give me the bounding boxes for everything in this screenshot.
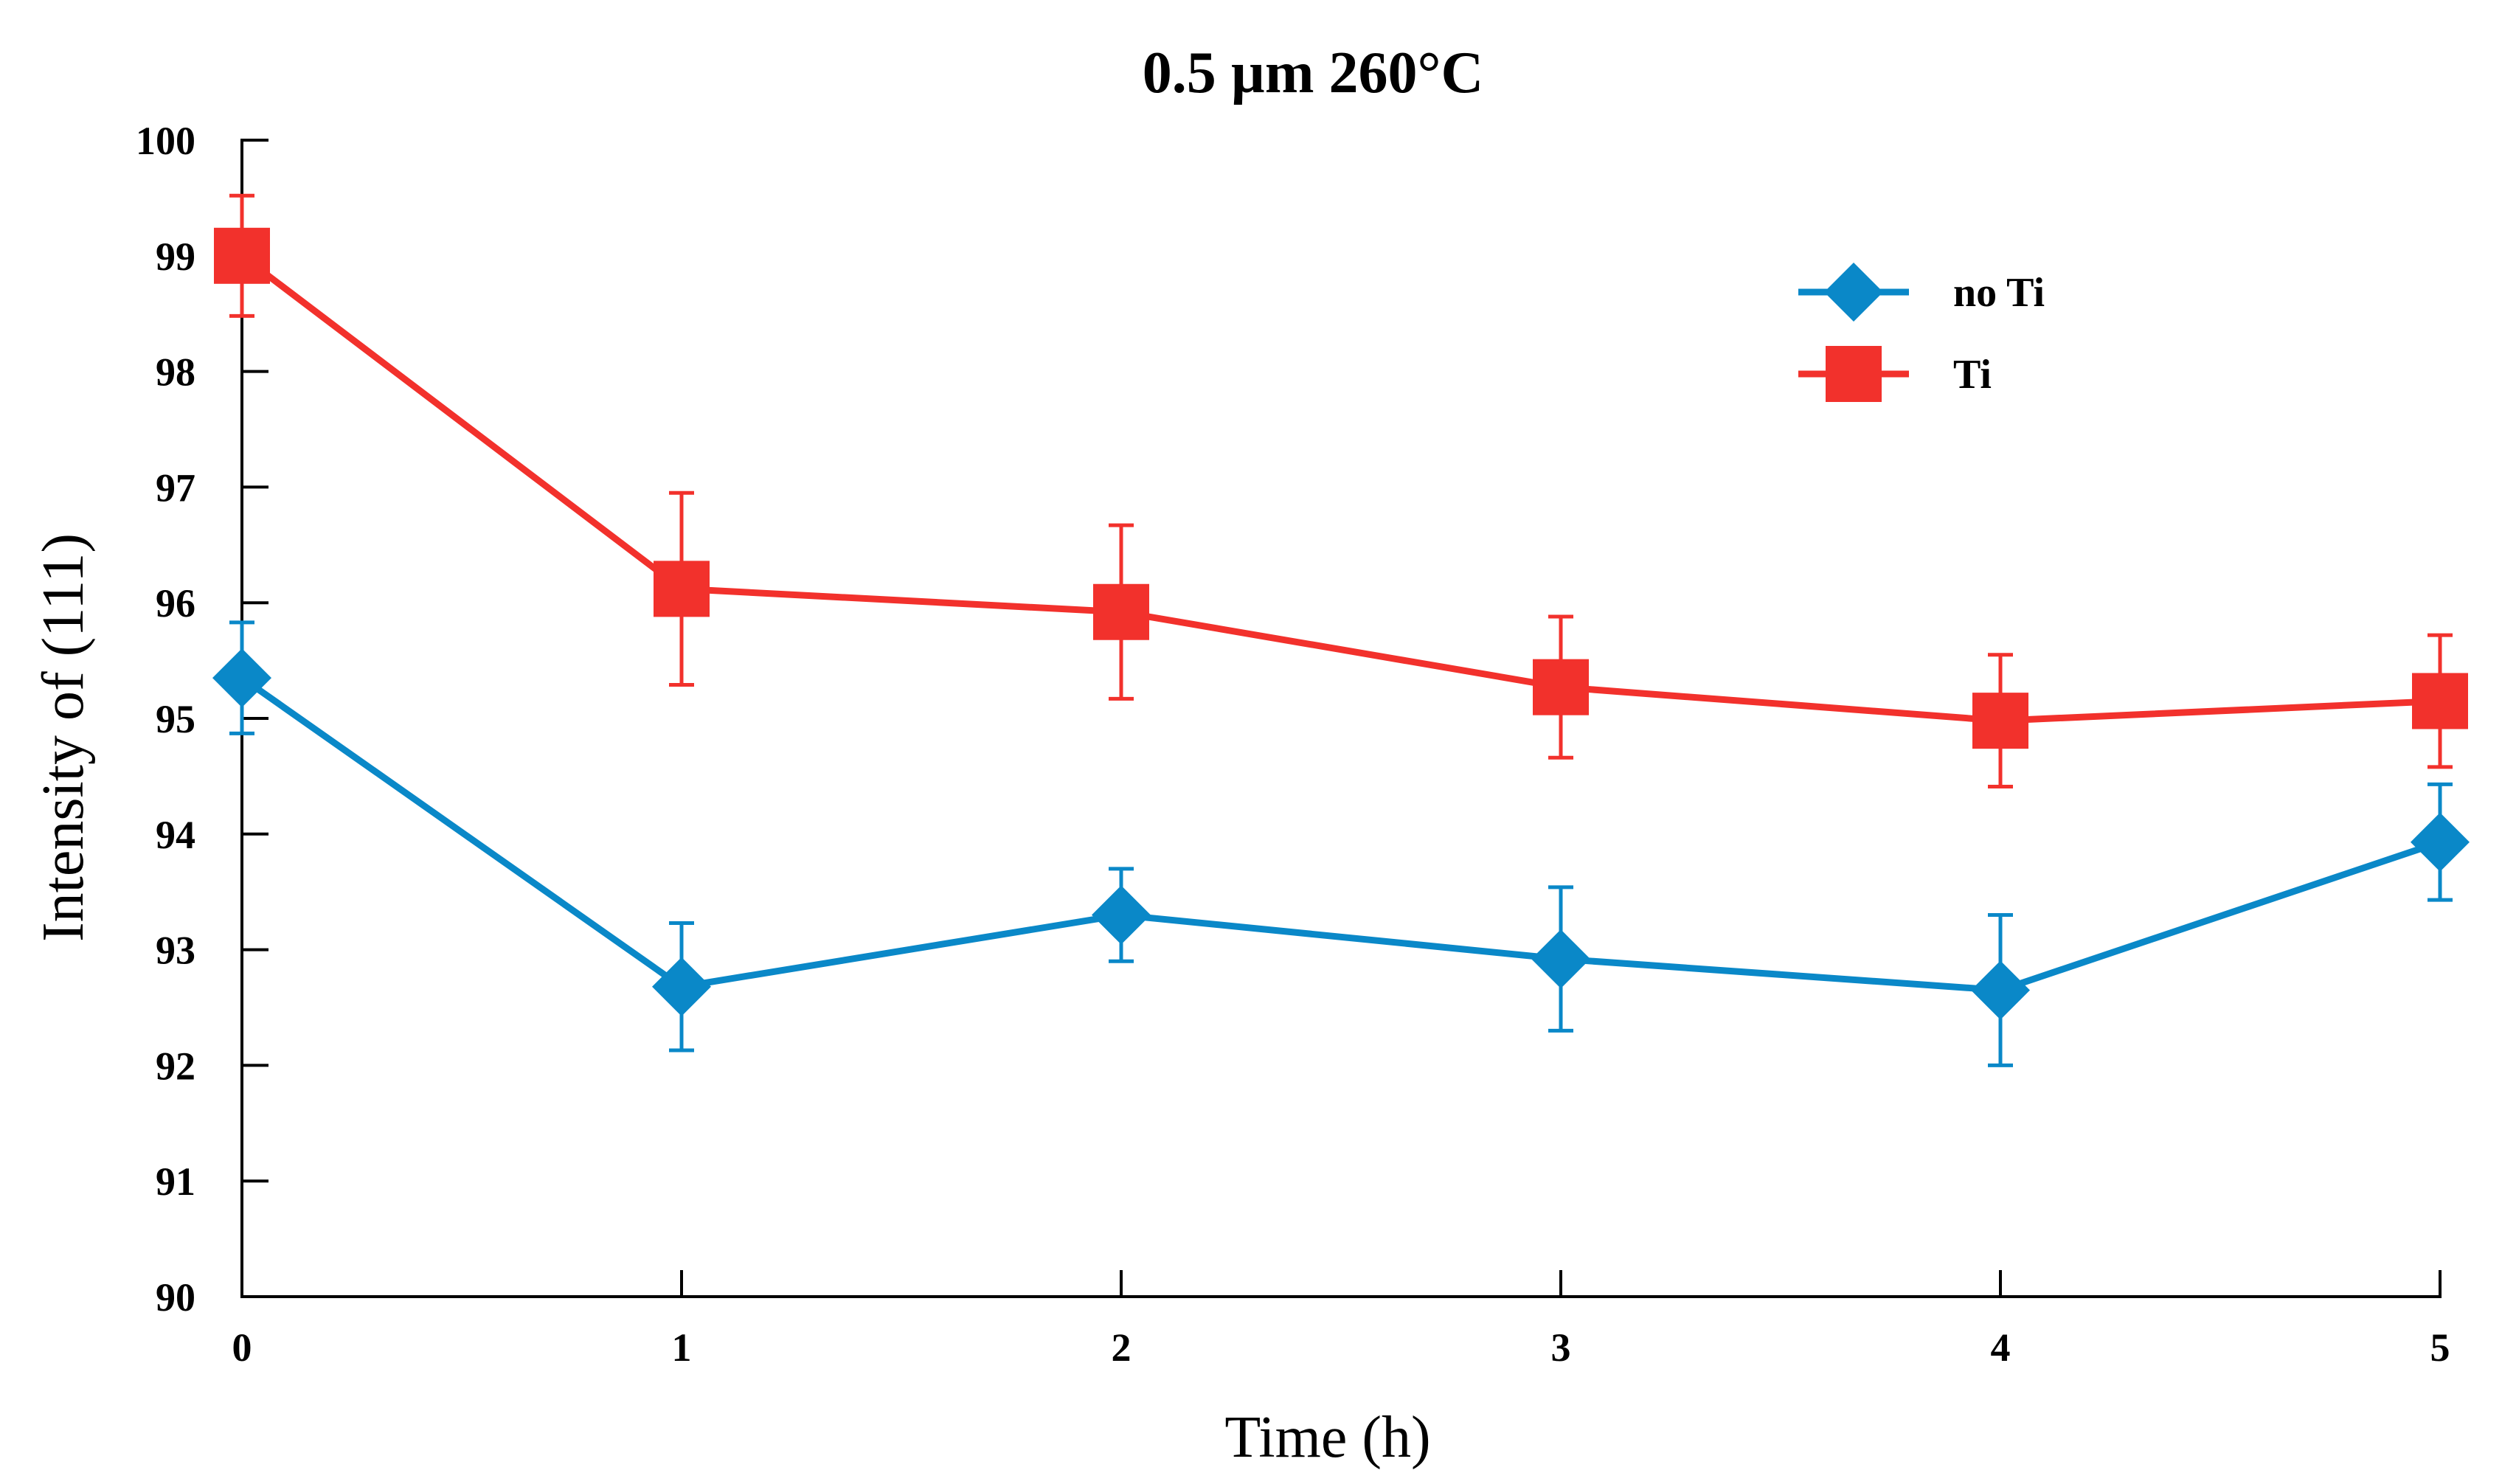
legend-label-ti: Ti	[1953, 352, 1992, 398]
data-point-ti	[2412, 673, 2468, 729]
y-tick-label: 97	[156, 465, 195, 510]
chart-title: 0.5 µm 260°C	[1143, 41, 1484, 105]
x-tick-label: 3	[1551, 1325, 1571, 1370]
x-tick-label: 4	[1991, 1325, 2011, 1370]
series-layer	[212, 193, 2470, 1067]
data-point-no-ti	[652, 957, 711, 1016]
y-tick-label: 91	[156, 1159, 195, 1204]
axes: 90 91 92 93 94 95 96 97 98 99 100 0 1 2 3 4 5	[136, 119, 2450, 1370]
y-tick-label: 95	[156, 697, 195, 741]
y-tick-label: 92	[156, 1044, 195, 1088]
data-point-no-ti	[2411, 812, 2470, 872]
data-point-no-ti	[212, 648, 271, 708]
legend: no Ti Ti	[1798, 263, 2045, 402]
legend-item-ti: Ti	[1798, 346, 1992, 402]
x-tick-label: 0	[232, 1325, 252, 1370]
legend-item-no-ti: no Ti	[1798, 263, 2045, 322]
x-axis-label: Time (h)	[1224, 1405, 1430, 1470]
y-axis-label: Intensity of (111)	[31, 533, 96, 942]
legend-marker-ti	[1826, 346, 1882, 402]
y-tick-label: 93	[156, 929, 195, 973]
data-point-ti	[1972, 693, 2028, 749]
series-ti	[214, 193, 2468, 789]
data-point-no-ti	[1971, 960, 2030, 1020]
data-point-ti	[214, 227, 270, 284]
x-tick-label: 2	[1112, 1325, 1132, 1370]
data-point-no-ti	[1092, 885, 1151, 945]
series-no-ti	[212, 620, 2470, 1067]
y-tick-label: 90	[156, 1275, 195, 1320]
data-point-ti	[1093, 583, 1149, 640]
data-point-ti	[1533, 659, 1589, 715]
x-tick-label: 1	[672, 1325, 692, 1370]
y-tick-label: 99	[156, 235, 195, 279]
data-point-ti	[654, 561, 710, 617]
series-line-ti	[240, 253, 2441, 724]
data-point-no-ti	[1531, 929, 1590, 989]
legend-label-no-ti: no Ti	[1953, 270, 2045, 316]
y-tick-label: 100	[136, 119, 195, 163]
y-tick-label: 94	[156, 813, 195, 857]
y-tick-label: 98	[156, 350, 195, 395]
y-tick-label: 96	[156, 581, 195, 625]
series-line-no-ti	[240, 675, 2442, 994]
legend-marker-no-ti	[1824, 263, 1883, 322]
x-tick-label: 5	[2430, 1325, 2450, 1370]
